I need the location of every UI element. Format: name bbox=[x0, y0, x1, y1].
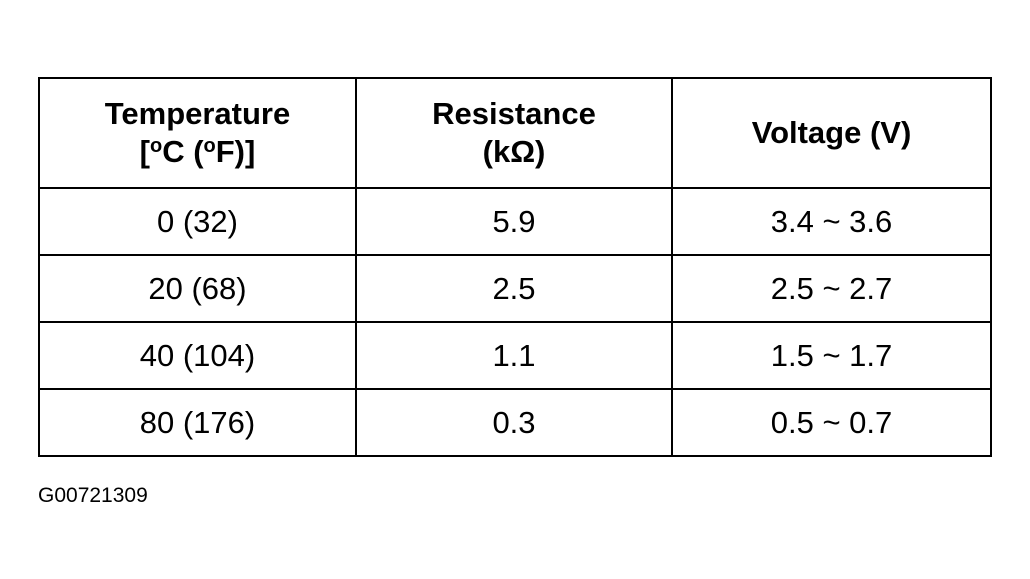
degree-sign: o bbox=[149, 135, 163, 157]
fahrenheit: F)] bbox=[215, 134, 256, 169]
celsius: C ( bbox=[162, 134, 204, 169]
table-row: 80 (176) 0.3 0.5 ~ 0.7 bbox=[38, 388, 992, 457]
cell-resistance: 2.5 bbox=[355, 254, 673, 323]
cell-voltage: 1.5 ~ 1.7 bbox=[671, 321, 992, 390]
header-row: Temperature [oC (oF)] Resistance (kΩ) Vo… bbox=[38, 77, 992, 189]
table-row: 40 (104) 1.1 1.5 ~ 1.7 bbox=[38, 321, 992, 390]
header-resistance-unit: (kΩ) bbox=[482, 134, 546, 169]
bracket: [ bbox=[139, 134, 150, 169]
cell-temperature: 80 (176) bbox=[38, 388, 357, 457]
cell-voltage: 2.5 ~ 2.7 bbox=[671, 254, 992, 323]
cell-resistance: 0.3 bbox=[355, 388, 673, 457]
header-resistance-label: Resistance bbox=[432, 96, 596, 131]
header-resistance: Resistance (kΩ) bbox=[355, 77, 673, 189]
cell-resistance: 5.9 bbox=[355, 187, 673, 256]
cell-temperature: 0 (32) bbox=[38, 187, 357, 256]
cell-voltage: 3.4 ~ 3.6 bbox=[671, 187, 992, 256]
cell-resistance: 1.1 bbox=[355, 321, 673, 390]
header-voltage: Voltage (V) bbox=[671, 77, 992, 189]
header-temperature: Temperature [oC (oF)] bbox=[38, 77, 357, 189]
header-temperature-label: Temperature bbox=[104, 96, 291, 131]
degree-sign: o bbox=[203, 135, 216, 157]
cell-temperature: 20 (68) bbox=[38, 254, 357, 323]
cell-temperature: 40 (104) bbox=[38, 321, 357, 390]
cell-voltage: 0.5 ~ 0.7 bbox=[671, 388, 992, 457]
sensor-spec-table: Temperature [oC (oF)] Resistance (kΩ) Vo… bbox=[38, 77, 992, 457]
table-row: 0 (32) 5.9 3.4 ~ 3.6 bbox=[38, 187, 992, 256]
table-row: 20 (68) 2.5 2.5 ~ 2.7 bbox=[38, 254, 992, 323]
header-temperature-unit: [oC (oF)] bbox=[40, 133, 355, 171]
figure-id-caption: G00721309 bbox=[38, 484, 148, 507]
